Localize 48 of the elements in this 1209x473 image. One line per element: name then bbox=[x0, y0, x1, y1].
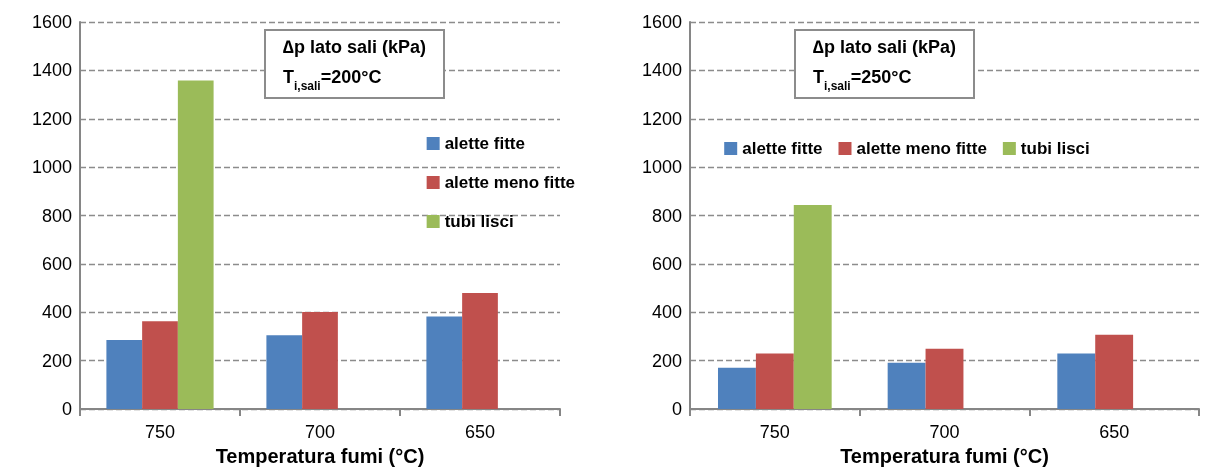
y-tick-label: 600 bbox=[41, 253, 72, 274]
y-tick-label: 1400 bbox=[641, 60, 682, 81]
x-tick-label: 700 bbox=[304, 422, 336, 442]
legend-label: tubi lisci bbox=[1020, 139, 1090, 158]
bar bbox=[718, 367, 756, 409]
x-tick-label: 650 bbox=[464, 422, 496, 442]
bar bbox=[1057, 353, 1096, 409]
y-tick-label: 800 bbox=[41, 205, 72, 226]
legend-label: alette fitte bbox=[742, 139, 823, 158]
y-tick-label: 1000 bbox=[31, 157, 72, 178]
y-tick-label: 1600 bbox=[641, 12, 682, 32]
bar bbox=[925, 348, 964, 409]
y-tick-label: 800 bbox=[651, 205, 682, 226]
x-tick-label: 700 bbox=[929, 422, 960, 442]
legend-label: tubi lisci bbox=[444, 212, 514, 231]
y-tick-label: 1200 bbox=[641, 108, 682, 129]
bar bbox=[1095, 334, 1134, 409]
y-tick-label: 1200 bbox=[31, 108, 72, 129]
bar bbox=[177, 80, 214, 409]
y-tick-label: 200 bbox=[651, 350, 682, 371]
y-tick-label: 400 bbox=[41, 302, 72, 323]
bar bbox=[793, 205, 832, 409]
bar bbox=[426, 316, 463, 409]
y-tick-label: 600 bbox=[651, 253, 682, 274]
bar bbox=[302, 312, 338, 409]
bar bbox=[462, 292, 498, 409]
x-axis-title: Temperatura fumi (°C) bbox=[215, 444, 425, 467]
bar bbox=[266, 335, 303, 409]
y-tick-label: 0 bbox=[671, 399, 682, 419]
legend-label: alette fitte bbox=[444, 134, 525, 153]
text: ∆p lato sali (kPa) bbox=[283, 37, 427, 57]
bar bbox=[106, 340, 143, 409]
y-tick-label: 200 bbox=[41, 350, 72, 371]
bar bbox=[887, 362, 926, 409]
x-axis-title: Temperatura fumi (°C) bbox=[840, 444, 1049, 467]
x-tick-label: 750 bbox=[759, 422, 790, 442]
x-tick-label: 650 bbox=[1099, 422, 1130, 442]
y-tick-label: 1400 bbox=[31, 60, 72, 81]
x-tick-label: 750 bbox=[144, 422, 176, 442]
text: ∆p lato sali (kPa) bbox=[813, 37, 957, 57]
y-tick-label: 400 bbox=[651, 302, 682, 323]
y-tick-label: 1000 bbox=[641, 157, 682, 178]
legend-label: alette meno fitte bbox=[856, 139, 987, 158]
legend-label: alette meno fitte bbox=[444, 173, 575, 192]
bar bbox=[142, 321, 178, 409]
y-tick-label: 1600 bbox=[31, 12, 72, 32]
y-tick-label: 0 bbox=[61, 399, 72, 419]
bar bbox=[755, 353, 794, 409]
